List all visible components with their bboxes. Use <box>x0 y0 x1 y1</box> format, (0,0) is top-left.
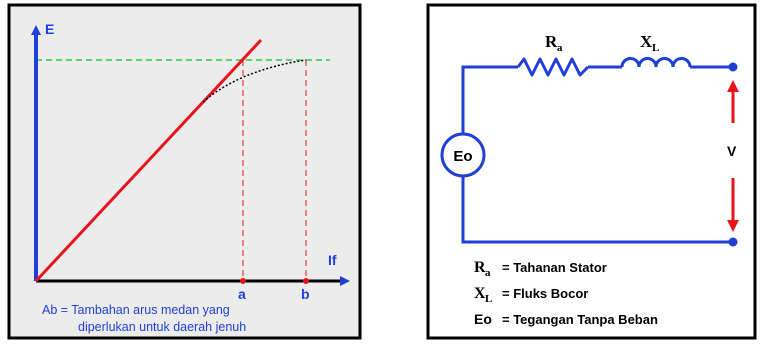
inductor-xl-icon <box>620 57 692 68</box>
top-left-wire <box>461 65 518 133</box>
legend-xl-sub: L <box>485 293 492 305</box>
air-gap-linear-line <box>34 38 263 283</box>
legend-row-ra: R a = Tahanan Stator <box>474 259 607 279</box>
bottom-terminal <box>728 237 738 247</box>
point-b-marker <box>303 278 309 284</box>
y-axis-label: E <box>45 21 54 37</box>
saturation-graph-panel: E If a b Ab = Tambahan arus medan yang d… <box>7 3 362 340</box>
legend: R a = Tahanan Stator X L = Fluks Bocor E… <box>474 259 658 327</box>
terminal-voltage-label: V <box>727 143 737 159</box>
caption-line-2: diperlukan untuk daerah jenuh <box>78 320 246 334</box>
x-axis-label: If <box>328 252 337 268</box>
legend-eo-text: = Tegangan Tanpa Beban <box>502 312 658 327</box>
legend-row-xl: X L = Fluks Bocor <box>474 285 588 305</box>
inductor-label-sub: L <box>652 42 659 54</box>
legend-xl-symbol: X <box>474 285 486 302</box>
legend-ra-sub: a <box>485 267 491 279</box>
inductor-label-symbol: X <box>640 32 653 51</box>
inductor-label: X L <box>640 32 659 54</box>
tick-b-label: b <box>301 286 310 302</box>
legend-eo-symbol: Eo <box>474 311 492 327</box>
tick-a-label: a <box>238 286 246 302</box>
resistor-ra-icon <box>516 57 590 77</box>
resistor-label-symbol: R <box>545 32 558 51</box>
right-panel-frame <box>426 3 757 340</box>
legend-ra-text: = Tahanan Stator <box>502 260 607 275</box>
bottom-wire <box>461 177 733 244</box>
voltage-source-icon <box>440 132 486 178</box>
voltage-source-label: Eo <box>453 148 472 165</box>
resistor-label: R a <box>545 32 563 54</box>
circuit-wires <box>461 65 733 244</box>
legend-ra-symbol: R <box>474 259 486 276</box>
equivalent-circuit-panel: Eo V R a X L R a = Tahanan Stator X L <box>426 3 757 340</box>
legend-xl-text: = Fluks Bocor <box>502 286 588 301</box>
caption-line-1: Ab = Tambahan arus medan yang <box>42 303 230 317</box>
point-a-marker <box>240 278 246 284</box>
resistor-label-sub: a <box>557 42 563 54</box>
top-terminal <box>728 62 738 72</box>
legend-row-eo: Eo = Tegangan Tanpa Beban <box>474 311 658 327</box>
